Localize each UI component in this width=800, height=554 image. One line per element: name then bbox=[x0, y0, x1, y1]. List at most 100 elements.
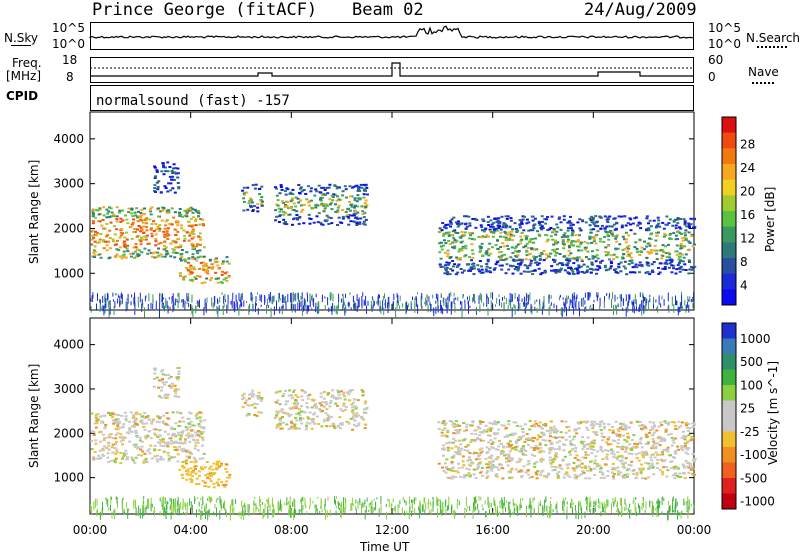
noise-left-legend-line bbox=[11, 45, 31, 46]
power-colorbar-label: Power [dB] bbox=[763, 186, 777, 252]
colorbar-swatch bbox=[722, 493, 736, 510]
colorbar-swatch bbox=[722, 258, 736, 275]
noise-right-label: N.Search bbox=[746, 31, 800, 45]
time-tick-label: 08:00 bbox=[274, 523, 309, 537]
cpid-text: normalsound (fast) -157 bbox=[96, 93, 290, 109]
time-tick-label: 04:00 bbox=[173, 523, 208, 537]
colorbar-swatch bbox=[722, 289, 736, 306]
power-ylabel: Slant Range [km] bbox=[27, 159, 41, 264]
ytick-label: 4000 bbox=[53, 338, 84, 352]
colorbar-swatch bbox=[722, 478, 736, 494]
time-tick-label: 00:00 bbox=[73, 523, 108, 537]
colorbar-swatch bbox=[722, 164, 736, 181]
echo-band-1 bbox=[152, 366, 181, 399]
echo-band-3 bbox=[241, 389, 264, 417]
ground-scatter-strip bbox=[90, 292, 694, 318]
velocity-ylabel: Slant Range [km] bbox=[27, 363, 41, 468]
noise-right-legend-line bbox=[757, 46, 787, 48]
ytick-label: 3000 bbox=[53, 177, 84, 191]
colorbar-tick-label: 25 bbox=[740, 402, 755, 416]
colorbar-frame bbox=[721, 322, 737, 510]
time-tick-label: 00:00 bbox=[677, 523, 712, 537]
echo-band-4 bbox=[273, 389, 369, 431]
time-tick-label: 16:00 bbox=[475, 523, 510, 537]
colorbar-tick-label: 20 bbox=[740, 185, 755, 199]
echo-band-0 bbox=[90, 206, 206, 260]
colorbar-swatch bbox=[722, 416, 736, 432]
echo-band-0 bbox=[90, 411, 207, 465]
freq-left-label-2: [MHz] bbox=[6, 69, 42, 83]
echo-band-2 bbox=[178, 460, 232, 489]
nave-legend-line bbox=[752, 82, 774, 84]
ytick-label: 1000 bbox=[53, 471, 84, 485]
colorbar-tick-label: 1000 bbox=[740, 332, 771, 346]
date-label: 24/Aug/2009 bbox=[584, 0, 697, 20]
freq-left-tick-top: 18 bbox=[62, 53, 78, 67]
colorbar-swatch bbox=[722, 273, 736, 290]
colorbar-tick-label: 12 bbox=[740, 232, 755, 246]
colorbar-swatch bbox=[722, 354, 736, 370]
colorbar-swatch bbox=[722, 117, 736, 134]
nave-label: Nave bbox=[748, 65, 779, 79]
colorbar-swatch bbox=[722, 132, 736, 149]
colorbar-swatch bbox=[722, 211, 736, 228]
plot-frame-power bbox=[89, 111, 695, 311]
noise-right-tick-bottom: 10^0 bbox=[708, 37, 741, 51]
colorbar-swatch bbox=[722, 447, 736, 463]
ytick-label: 2000 bbox=[53, 426, 84, 440]
colorbar-tick-label: -25 bbox=[740, 425, 760, 439]
colorbar-swatch bbox=[722, 242, 736, 259]
echo-band-2 bbox=[178, 255, 231, 285]
station-title: Prince George (fitACF) bbox=[92, 0, 318, 20]
ground-scatter-strip bbox=[90, 496, 695, 521]
colorbar-swatch bbox=[722, 195, 736, 212]
time-tick-label: 20:00 bbox=[576, 523, 611, 537]
cpid-panel bbox=[90, 85, 694, 111]
time-tick-label: 12:00 bbox=[375, 523, 410, 537]
noise-left-tick-bottom: 10^0 bbox=[52, 37, 85, 51]
colorbar-swatch bbox=[722, 462, 736, 479]
ytick-label: 3000 bbox=[53, 382, 84, 396]
time-axis-label: Time UT bbox=[360, 540, 410, 554]
colorbar-swatch bbox=[722, 179, 736, 196]
velocity-colorbar-label: Velocity [m s^-1] bbox=[766, 360, 780, 465]
colorbar-tick-label: -500 bbox=[740, 471, 767, 485]
echo-band-4 bbox=[274, 183, 369, 226]
colorbar-swatch bbox=[722, 338, 736, 355]
beam-label: Beam 02 bbox=[352, 0, 424, 20]
colorbar-tick-label: 16 bbox=[740, 208, 755, 222]
colorbar-frame bbox=[721, 116, 737, 306]
colorbar-tick-label: 500 bbox=[740, 355, 763, 369]
colorbar-tick-label: -100 bbox=[740, 448, 767, 462]
colorbar-swatch bbox=[722, 385, 736, 401]
freq-left-label-1: Freq. bbox=[12, 56, 42, 70]
echo-band-1 bbox=[153, 161, 181, 194]
colorbar-tick-label: 24 bbox=[740, 161, 755, 175]
plot-frame-velocity bbox=[89, 317, 695, 515]
cpid-label: CPID bbox=[6, 89, 39, 103]
noise-right-tick-top: 10^5 bbox=[708, 21, 741, 35]
echo-band-5 bbox=[437, 420, 697, 480]
colorbar-tick-label: 8 bbox=[740, 255, 748, 269]
colorbar-swatch bbox=[722, 431, 736, 448]
colorbar-swatch bbox=[722, 148, 736, 165]
colorbar-tick-label: 28 bbox=[740, 138, 755, 152]
colorbar-tick-label: -1000 bbox=[740, 495, 775, 509]
ytick-label: 4000 bbox=[53, 132, 84, 146]
noise-left-label: N.Sky bbox=[4, 31, 39, 45]
noise-left-tick-top: 10^5 bbox=[52, 21, 85, 35]
colorbar-swatch bbox=[722, 226, 736, 243]
echo-band-3 bbox=[241, 183, 264, 213]
ytick-label: 2000 bbox=[53, 221, 84, 235]
noise-sky-line bbox=[89, 25, 695, 39]
freq-right-tick-bottom: 0 bbox=[708, 70, 716, 84]
freq-right-tick-top: 60 bbox=[708, 53, 724, 67]
colorbar-swatch bbox=[722, 400, 736, 417]
frequency-line bbox=[90, 62, 694, 77]
freq-left-tick-bottom: 8 bbox=[66, 70, 74, 84]
colorbar-tick-label: 4 bbox=[740, 279, 748, 293]
colorbar-swatch bbox=[722, 369, 736, 386]
colorbar-tick-label: 100 bbox=[740, 378, 763, 392]
colorbar-swatch bbox=[722, 323, 736, 339]
